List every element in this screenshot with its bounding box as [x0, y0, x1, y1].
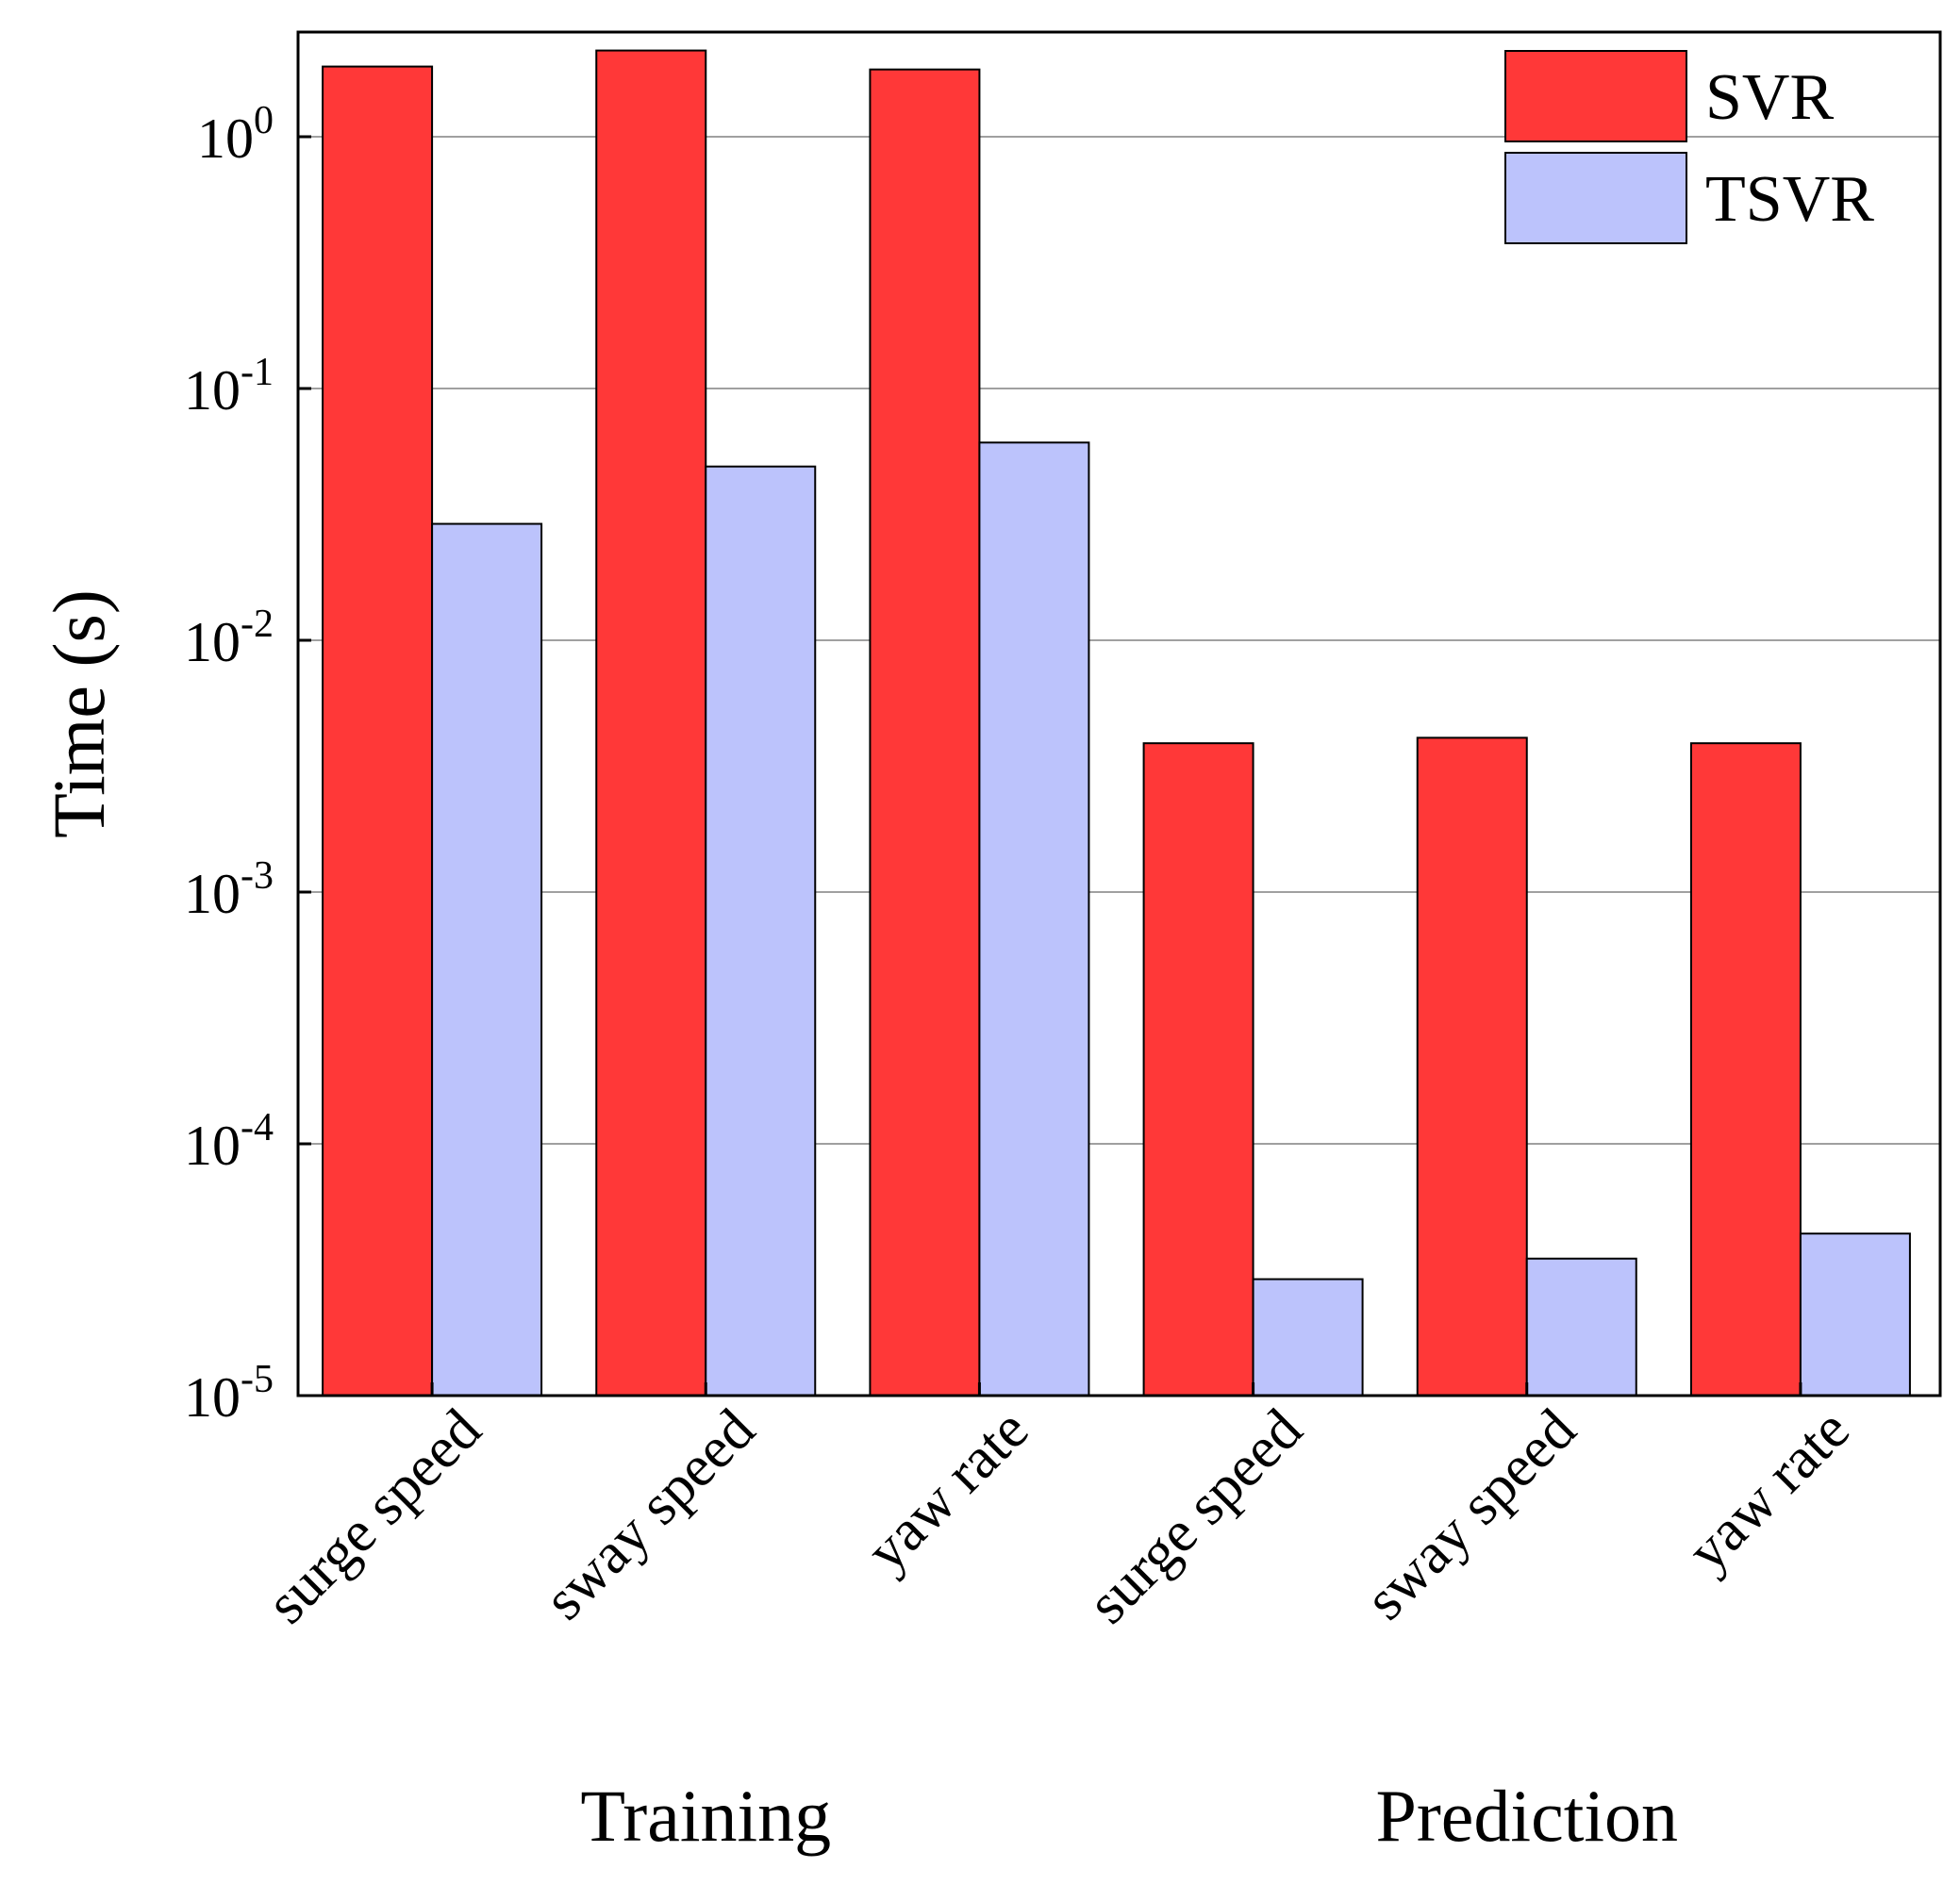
bar-svr-2: [870, 70, 979, 1396]
bar-tsvr-4: [1527, 1259, 1636, 1396]
y-tick-label-exponent: -3: [241, 854, 274, 898]
y-tick-label: 100: [197, 99, 274, 170]
y-tick-label: 10-5: [184, 1358, 274, 1429]
bar-svr-4: [1418, 737, 1527, 1396]
bar-tsvr-5: [1801, 1233, 1910, 1396]
bar-svr-0: [323, 67, 432, 1396]
group-labels: Training Prediction: [580, 1775, 1678, 1857]
bar-tsvr-3: [1254, 1280, 1363, 1396]
y-tick-label-exponent: -2: [241, 603, 274, 646]
x-tick-label: sway speed: [1354, 1397, 1588, 1632]
y-tick-label-base: 10: [184, 863, 241, 925]
y-tick-label-exponent: -5: [241, 1358, 274, 1401]
y-tick-label-exponent: 0: [254, 99, 274, 142]
y-tick-label-base: 10: [184, 611, 241, 673]
y-tick-label: 10-2: [184, 603, 274, 673]
y-tick-label-base: 10: [184, 1115, 241, 1177]
legend-label-tsvr: TSVR: [1705, 163, 1874, 236]
group-label-prediction: Prediction: [1375, 1775, 1678, 1857]
y-tick-label-base: 10: [197, 107, 254, 170]
y-tick-label: 10-3: [184, 854, 274, 925]
y-axis-ticks: 10010-110-210-310-410-5: [184, 99, 311, 1429]
bar-svr-1: [596, 51, 706, 1396]
bar-tsvr-1: [706, 467, 815, 1396]
y-tick-label-exponent: -4: [241, 1106, 274, 1149]
y-tick-label: 10-4: [184, 1106, 274, 1177]
bars: [323, 51, 1910, 1396]
legend: SVR TSVR: [1505, 51, 1874, 243]
y-tick-label: 10-1: [184, 351, 274, 422]
x-tick-label: surge speed: [1075, 1397, 1314, 1636]
x-tick-label: sway speed: [532, 1397, 767, 1632]
x-tick-label: yaw rate: [855, 1397, 1041, 1584]
y-axis-label: Time (s): [38, 589, 120, 838]
bar-tsvr-2: [979, 442, 1088, 1396]
bar-svr-5: [1691, 743, 1801, 1396]
x-tick-label: surge speed: [255, 1397, 493, 1636]
bar-svr-3: [1144, 743, 1254, 1396]
x-tick-label: yaw rate: [1675, 1397, 1862, 1584]
x-axis-ticks: surge speedsway speedyaw ratesurge speed…: [255, 1382, 1862, 1636]
bar-tsvr-0: [432, 524, 541, 1396]
legend-swatch-tsvr: [1505, 153, 1686, 243]
bar-chart: 10010-110-210-310-410-5 surge speedsway …: [0, 0, 1960, 1885]
legend-label-svr: SVR: [1705, 61, 1834, 134]
group-label-training: Training: [580, 1775, 831, 1857]
y-tick-label-base: 10: [184, 1366, 241, 1429]
y-tick-label-base: 10: [184, 359, 241, 422]
y-tick-label-exponent: -1: [241, 351, 274, 394]
legend-swatch-svr: [1505, 51, 1686, 141]
